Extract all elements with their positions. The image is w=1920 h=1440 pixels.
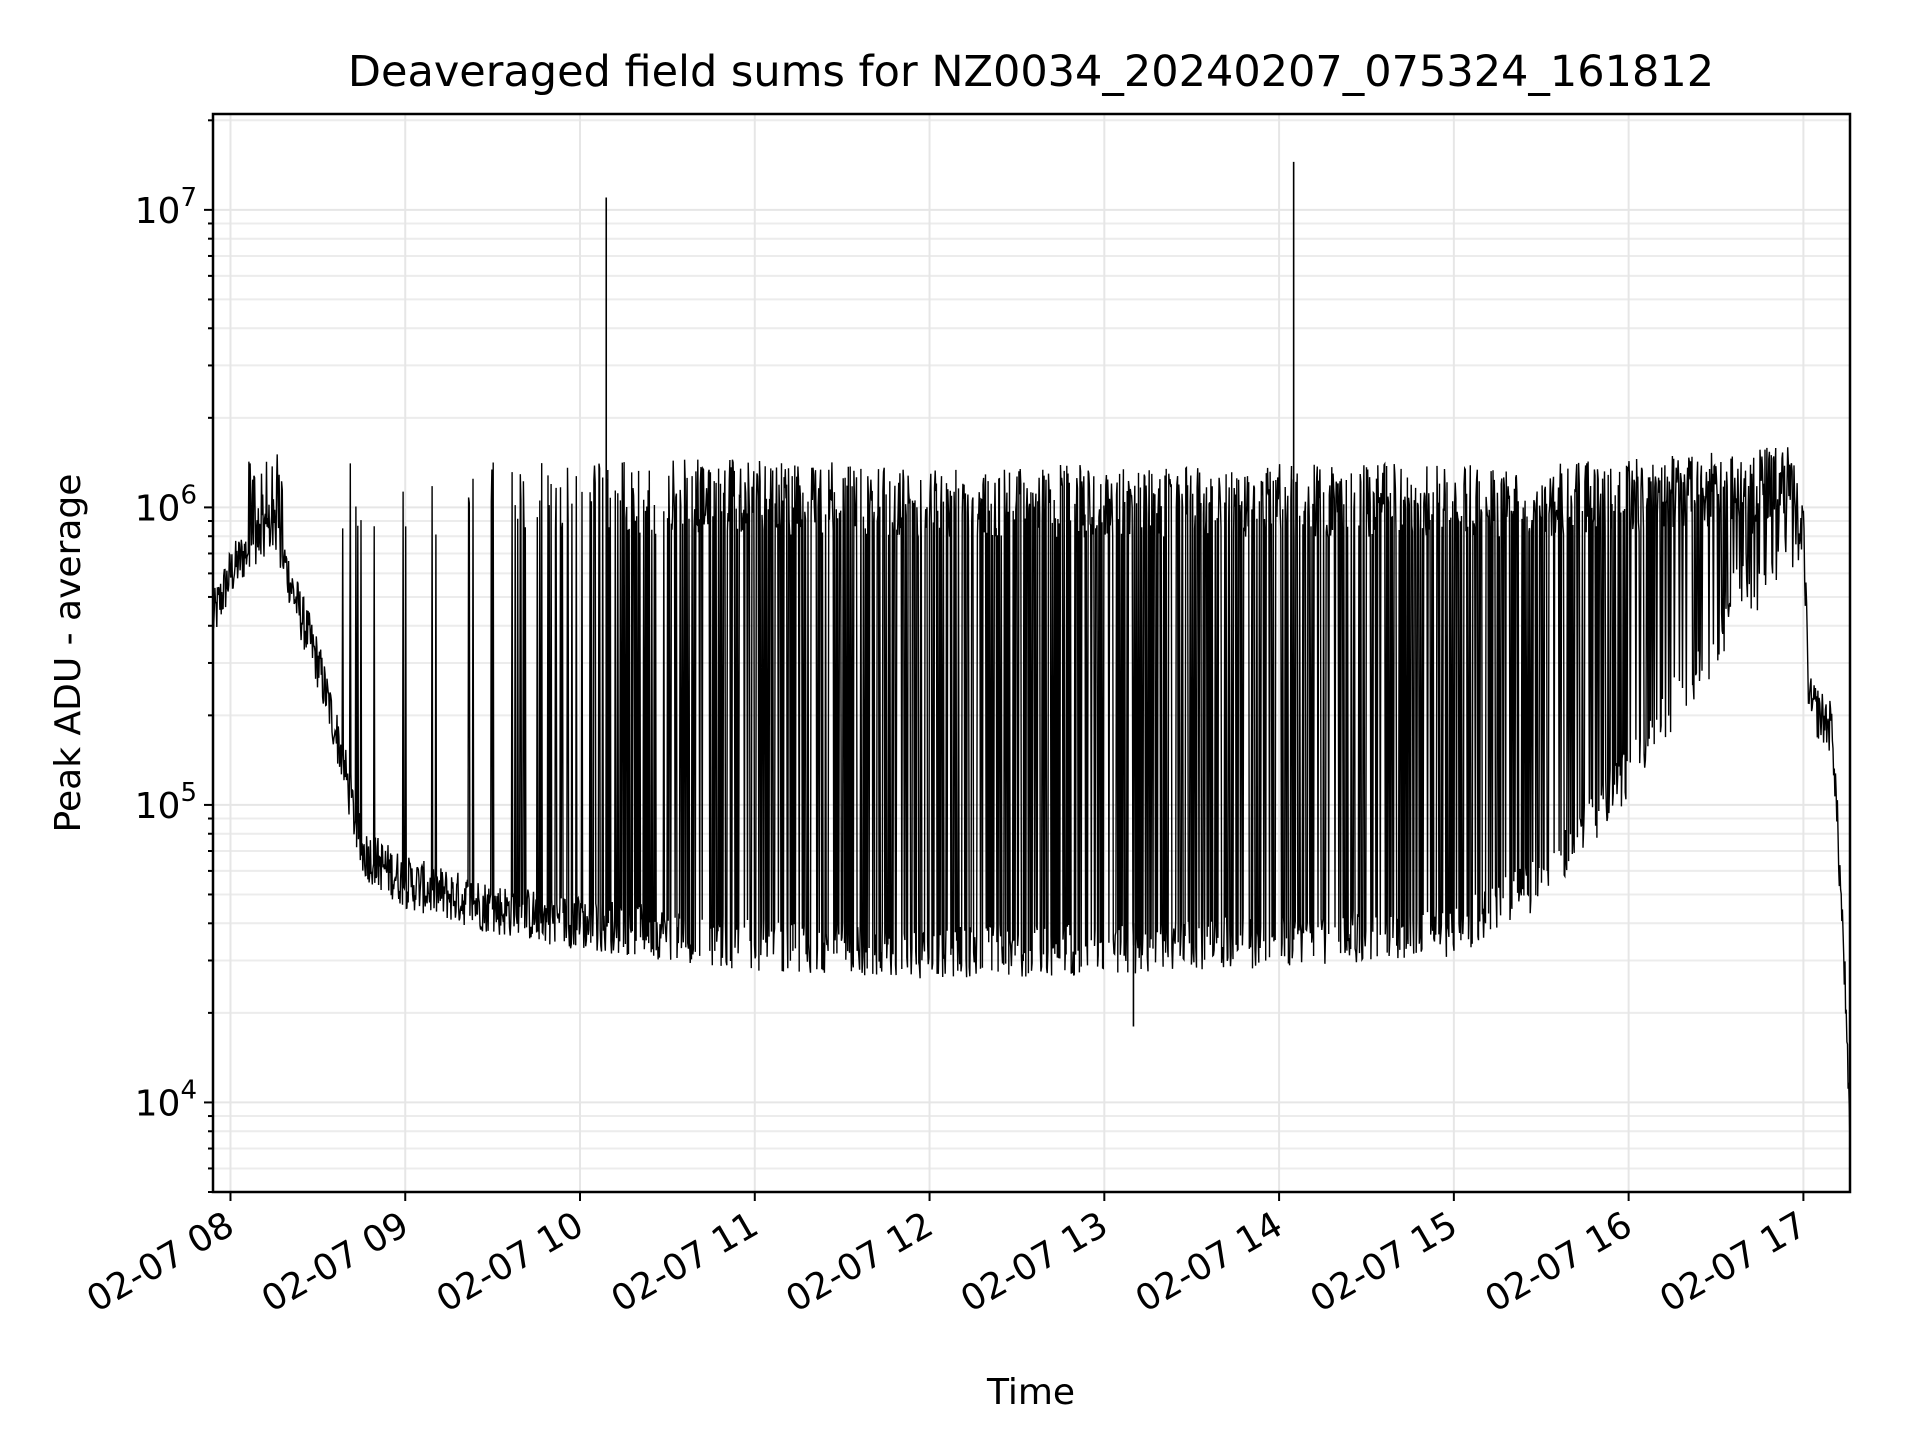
y-tick-label: 104	[135, 1075, 197, 1124]
y-axis-label: Peak ADU - average	[48, 474, 89, 833]
series-line	[212, 447, 1851, 1149]
ticks	[204, 119, 1805, 1201]
y-tick-label: 106	[135, 480, 197, 529]
y-tick-label: 105	[135, 778, 197, 827]
y-tick-label: 107	[135, 183, 197, 232]
chart-title: Deaveraged field sums for NZ0034_2024020…	[348, 47, 1714, 97]
y-tick-labels: 104 105 106 107	[135, 183, 197, 1125]
x-axis-label: Time	[986, 1372, 1075, 1413]
series-line-group	[212, 161, 1851, 1149]
plot-frame	[211, 112, 1852, 1194]
